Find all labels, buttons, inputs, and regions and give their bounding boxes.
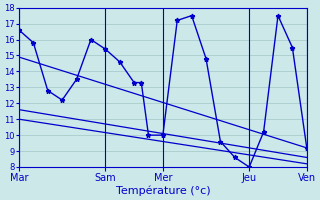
- X-axis label: Température (°c): Température (°c): [116, 185, 210, 196]
